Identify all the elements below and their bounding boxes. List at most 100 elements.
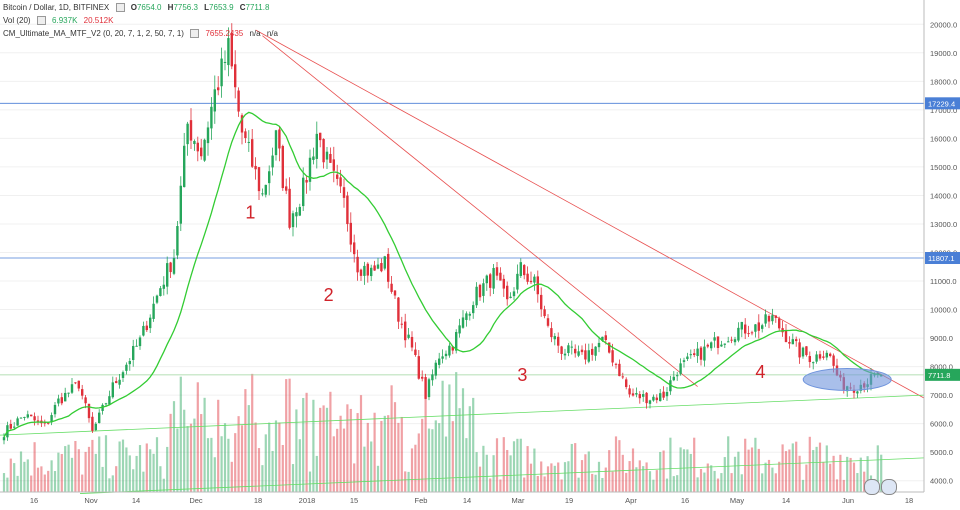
volume-bar (50, 460, 53, 492)
volume-bar (376, 465, 380, 492)
candle-body (499, 272, 502, 281)
candle-body (370, 267, 373, 277)
volume-bar (363, 446, 366, 492)
volume-bar (788, 449, 791, 492)
volume-bar (642, 466, 645, 492)
volume-bar (635, 467, 638, 492)
candle-body (635, 393, 638, 395)
ma-na-2: n/a (266, 29, 278, 38)
volume-bar (261, 465, 264, 492)
price-tick-label: 17000.0 (930, 106, 957, 115)
candle-body (87, 403, 91, 419)
candle-body (373, 265, 376, 271)
candle-body (417, 356, 420, 379)
event-flag-icon[interactable] (881, 479, 897, 495)
volume-bar (689, 453, 692, 492)
volume-value: 6.937K (52, 16, 78, 25)
volume-bar (227, 438, 230, 492)
candle-body (23, 416, 26, 418)
volume-bar (431, 429, 434, 492)
price-tick-label: 16000.0 (930, 134, 957, 143)
volume-bar (342, 428, 346, 492)
candle-body (33, 416, 36, 421)
volume-bar (733, 456, 737, 492)
visibility-toggle[interactable] (115, 3, 125, 13)
volume-bar (234, 433, 237, 492)
volume-bar (13, 463, 16, 492)
candle-body (540, 294, 543, 310)
volume-bar (699, 469, 703, 492)
price-tick-label: 20000.0 (930, 20, 957, 29)
volume-bar (57, 452, 60, 492)
candle-body (261, 193, 264, 195)
volume-bar (482, 445, 485, 492)
candle-body (492, 267, 495, 289)
candle-body (356, 256, 359, 273)
candle-body (26, 414, 29, 418)
volume-bar (815, 446, 818, 492)
volume-bar (601, 477, 604, 492)
volume-bar (703, 472, 706, 492)
volume-bar (645, 462, 648, 492)
volume-bar (506, 449, 509, 492)
candle-body (91, 416, 94, 431)
candle-body (196, 142, 199, 152)
candle-body (19, 417, 23, 419)
us-flag-icon[interactable] (864, 479, 880, 495)
volume-bar (849, 457, 852, 492)
volume-bar (580, 460, 584, 492)
volume-bar (47, 470, 50, 492)
volume-bar (781, 444, 784, 492)
candle-body (288, 188, 291, 228)
candle-body (302, 177, 305, 207)
volume-bar (659, 451, 662, 492)
volume-bar (686, 449, 689, 492)
candle-body (138, 337, 142, 347)
volume-bar (138, 445, 142, 492)
volume-bar (339, 415, 342, 492)
candle-body (84, 397, 87, 404)
volume-bar (665, 478, 669, 492)
candle-body (210, 106, 213, 129)
candle-body (193, 140, 196, 145)
price-level-label: 7711.8 (928, 371, 950, 380)
volume-bar (74, 440, 77, 492)
volume-bar (223, 423, 227, 492)
volume-bar (9, 458, 12, 492)
volume-bar (115, 466, 118, 492)
candle-body (550, 328, 553, 338)
volume-bar (251, 373, 254, 492)
volume-bar (693, 437, 696, 492)
volume-bar (540, 461, 543, 492)
candle-body (686, 356, 689, 360)
candle-body (502, 278, 505, 289)
candle-body (264, 184, 267, 195)
price-level-badge (925, 252, 960, 265)
candle-body (342, 187, 346, 198)
volume-bar (404, 471, 407, 492)
candle-body (278, 129, 281, 149)
volume-bar (761, 473, 764, 492)
candle-body (716, 336, 720, 348)
candle-body (203, 139, 206, 161)
candle-body (812, 362, 815, 364)
volume-bar (125, 447, 128, 492)
candle-body (325, 151, 329, 160)
ma-toggle[interactable] (190, 29, 200, 39)
volume-bar (179, 376, 182, 492)
candle-body (584, 350, 587, 360)
volume-bar (16, 475, 19, 492)
volume-bar (832, 455, 835, 492)
candle-body (737, 327, 740, 341)
candle-body (720, 344, 723, 347)
candle-body (618, 363, 621, 377)
volume-bar (553, 465, 556, 492)
volume-bar (98, 436, 101, 492)
volume-bar (597, 461, 601, 492)
volume-toggle[interactable] (36, 16, 46, 26)
volume-bar (67, 444, 70, 492)
candle-body (713, 337, 716, 341)
candle-body (689, 354, 692, 356)
volume-bar (771, 467, 774, 492)
